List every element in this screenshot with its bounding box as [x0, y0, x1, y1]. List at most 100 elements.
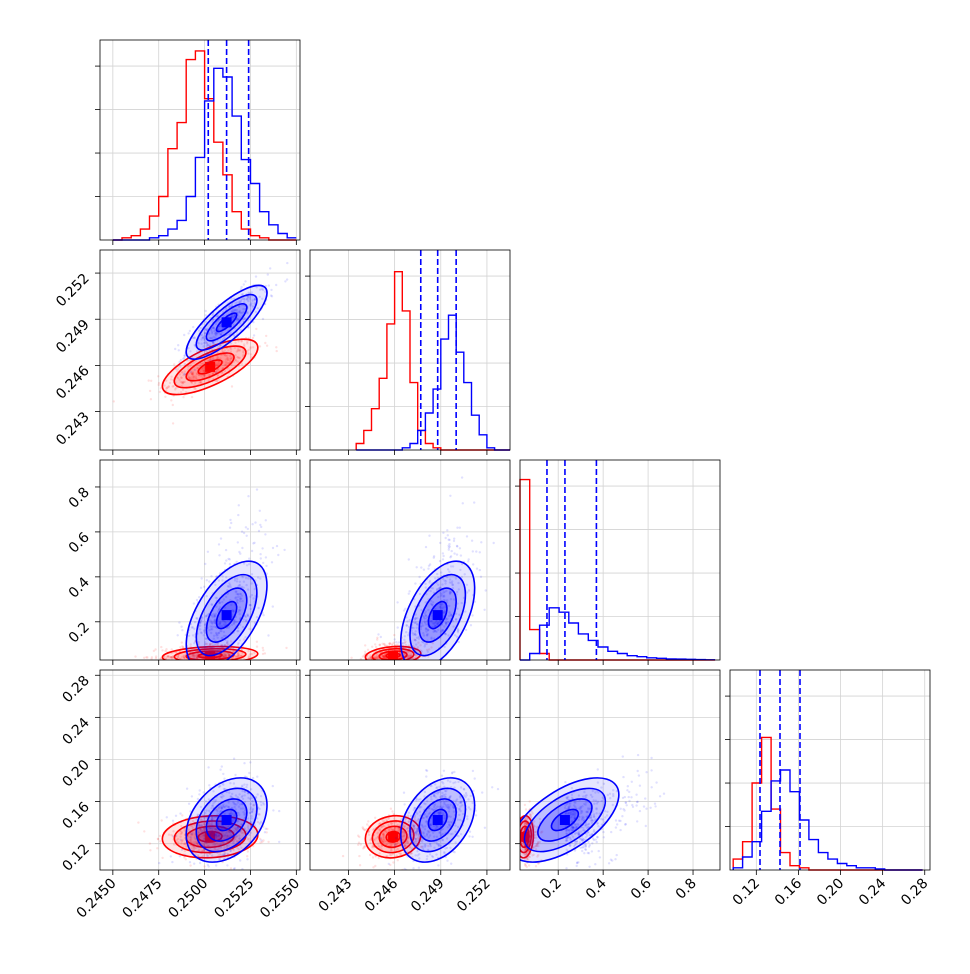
scatter-point: [247, 495, 249, 497]
scatter-point: [637, 754, 639, 756]
scatter-point: [174, 348, 176, 350]
scatter-point: [260, 557, 262, 559]
scatter-point: [403, 803, 405, 805]
scatter-point: [254, 521, 256, 523]
scatter-point: [157, 375, 159, 377]
scatter-point: [259, 510, 261, 512]
scatter-point: [164, 396, 166, 398]
scatter-point: [186, 788, 188, 790]
scatter-point: [471, 836, 473, 838]
histogram-b: [733, 737, 922, 870]
scatter-point: [208, 580, 210, 582]
panel-content: [134, 488, 287, 682]
scatter-point: [181, 641, 183, 643]
scatter-point: [375, 646, 377, 648]
scatter-point: [156, 847, 158, 849]
scatter-point: [358, 855, 360, 857]
scatter-point: [619, 829, 621, 831]
scatter-point: [456, 545, 458, 547]
scatter-point: [271, 561, 273, 563]
scatter-point: [389, 851, 391, 853]
scatter-point: [376, 637, 378, 639]
scatter-point: [179, 812, 181, 814]
scatter-point: [172, 820, 174, 822]
scatter-point: [437, 864, 439, 866]
scatter-point: [149, 842, 151, 844]
scatter-point: [224, 562, 226, 564]
scatter-point: [149, 849, 151, 851]
scatter-point: [493, 542, 495, 544]
scatter-point: [446, 529, 448, 531]
scatter-point: [358, 836, 360, 838]
scatter-point: [442, 558, 444, 560]
scatter-point: [178, 361, 180, 363]
scatter-point: [207, 551, 209, 553]
scatter-point: [285, 647, 287, 649]
scatter-point: [165, 648, 167, 650]
scatter-point: [262, 647, 264, 649]
scatter-point: [205, 314, 207, 316]
scatter-point: [262, 318, 264, 320]
scatter-point: [237, 541, 239, 543]
scatter-point: [360, 843, 362, 845]
scatter-point: [615, 826, 617, 828]
scatter-point: [503, 454, 505, 456]
scatter-point: [462, 502, 464, 504]
scatter-point: [476, 568, 478, 570]
scatter-point: [425, 775, 427, 777]
scatter-point: [276, 350, 278, 352]
scatter-point: [483, 609, 485, 611]
scatter-point: [173, 363, 175, 365]
scatter-point: [412, 867, 414, 869]
scatter-point: [245, 526, 247, 528]
scatter-point: [231, 385, 233, 387]
scatter-point: [179, 855, 181, 857]
scatter-point: [439, 542, 441, 544]
scatter-point: [460, 554, 462, 556]
scatter-point: [580, 847, 582, 849]
scatter-point: [218, 543, 220, 545]
scatter-point: [237, 514, 239, 516]
scatter-point: [261, 547, 263, 549]
scatter-point: [276, 545, 278, 547]
scatter-point: [161, 649, 163, 651]
scatter-point: [159, 835, 161, 837]
scatter-point: [367, 820, 369, 822]
scatter-point: [199, 862, 201, 864]
scatter-point: [475, 814, 477, 816]
scatter-point: [594, 863, 596, 865]
density-peak-b: [205, 362, 215, 372]
scatter-point: [159, 840, 161, 842]
scatter-point: [372, 866, 374, 868]
scatter-point: [247, 850, 249, 852]
scatter-point: [265, 565, 267, 567]
scatter-point: [350, 657, 352, 659]
scatter-point: [383, 643, 385, 645]
scatter-point: [158, 862, 160, 864]
scatter-point: [497, 788, 499, 790]
scatter-point: [234, 774, 236, 776]
scatter-point: [371, 646, 373, 648]
scatter-point: [622, 755, 624, 757]
density-peak-a: [222, 610, 232, 620]
scatter-point: [408, 590, 410, 592]
scatter-point: [194, 369, 196, 371]
scatter-point: [155, 655, 157, 657]
scatter-point: [277, 554, 279, 556]
scatter-point: [459, 527, 461, 529]
scatter-point: [445, 537, 447, 539]
scatter-point: [182, 396, 184, 398]
scatter-point: [262, 649, 264, 651]
scatter-point: [190, 662, 192, 664]
scatter-point: [414, 582, 416, 584]
scatter-point: [199, 789, 201, 791]
scatter-point: [184, 854, 186, 856]
scatter-point: [177, 634, 179, 636]
scatter-point: [244, 280, 246, 282]
scatter-point: [183, 334, 185, 336]
hist-panel-3: [725, 670, 930, 870]
panel-2-0: [100, 460, 300, 682]
scatter-point: [166, 816, 168, 818]
scatter-point: [458, 641, 460, 643]
